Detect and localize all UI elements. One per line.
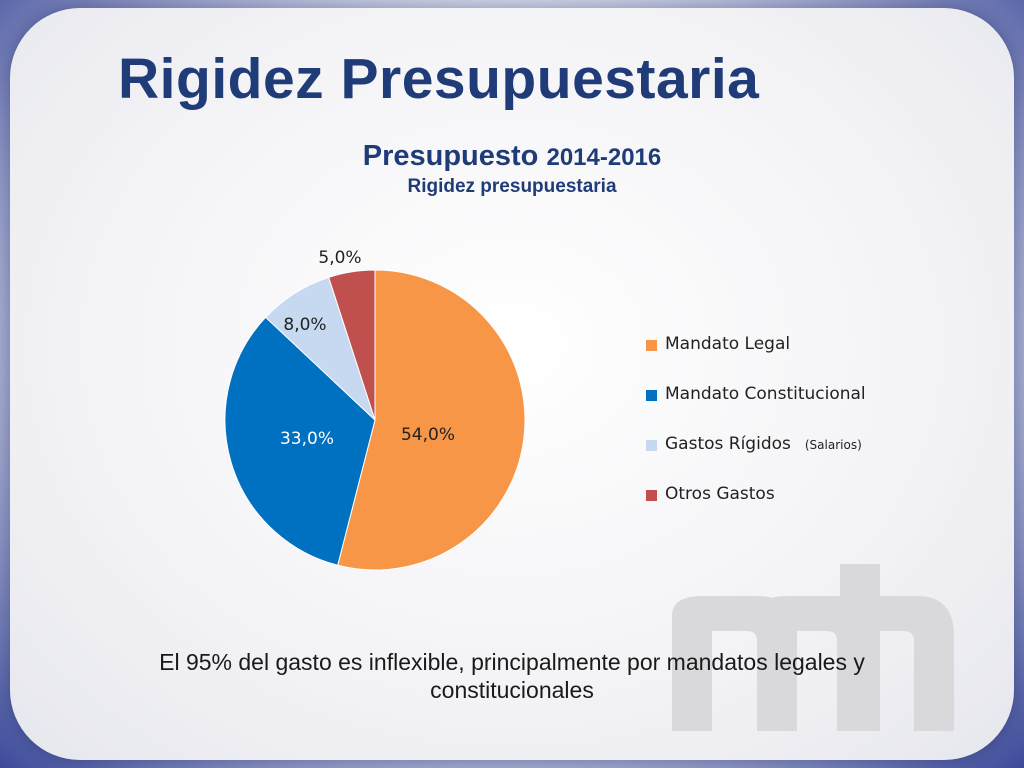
- chart-legend: Mandato Legal Mandato Constitucional Gasto…: [646, 334, 866, 534]
- data-label-gastos-r-gidos: 8,0%: [283, 315, 326, 335]
- pie-slice-mandato-constitucional: [224, 316, 376, 566]
- legend-label: Mandato Legal: [665, 334, 791, 354]
- legend-label: Gastos Rígidos: [665, 434, 791, 454]
- data-label-mandato-constitucional: 33,0%: [280, 429, 334, 449]
- pie-slice-otros-gastos: [328, 269, 376, 421]
- chart-title: Presupuesto 2014-2016: [10, 140, 1014, 173]
- legend-item-gastos-r-gidos: Gastos Rígidos (Salarios): [646, 434, 866, 484]
- data-label-otros-gastos: 5,0%: [318, 248, 361, 268]
- pie-chart: 54,0% 33,0% 8,0% 5,0%: [224, 248, 526, 571]
- legend-label: Mandato Constitucional: [665, 384, 866, 404]
- legend-swatch: [646, 340, 657, 351]
- chart-title-years: 2014-2016: [546, 144, 662, 171]
- legend-item-otros-gastos: Otros Gastos: [646, 484, 866, 534]
- legend-swatch: [646, 390, 657, 401]
- legend-swatch: [646, 440, 657, 451]
- legend-note: (Salarios): [804, 438, 862, 452]
- chart-subtitle: Rigidez presupuestaria: [407, 176, 617, 197]
- legend-item-mandato-legal: Mandato Legal: [646, 334, 866, 384]
- legend-item-mandato-constitucional: Mandato Constitucional: [646, 384, 866, 434]
- slide-frame: Rigidez Presupuestaria Presupuesto 2014-…: [10, 8, 1014, 760]
- chart-title-main: Presupuesto: [362, 140, 539, 172]
- summary-note: El 95% del gasto es inflexible, principa…: [159, 649, 865, 703]
- legend-label: Otros Gastos: [665, 484, 775, 504]
- mh-logo-watermark: [672, 564, 954, 731]
- legend-swatch: [646, 490, 657, 501]
- pie-slice-mandato-legal: [337, 269, 526, 571]
- data-label-mandato-legal: 54,0%: [401, 425, 455, 445]
- page-title: Rigidez Presupuestaria: [118, 47, 760, 111]
